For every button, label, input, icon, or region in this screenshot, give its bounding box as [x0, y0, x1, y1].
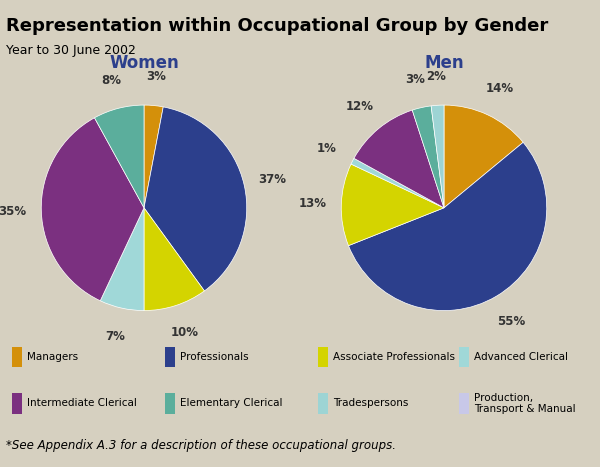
- Text: 10%: 10%: [170, 326, 199, 340]
- Text: 13%: 13%: [299, 197, 326, 210]
- FancyBboxPatch shape: [12, 347, 22, 367]
- FancyBboxPatch shape: [317, 347, 328, 367]
- Text: 55%: 55%: [497, 314, 525, 327]
- Wedge shape: [412, 106, 444, 208]
- Wedge shape: [41, 118, 144, 301]
- Text: 12%: 12%: [346, 100, 374, 113]
- Wedge shape: [144, 107, 247, 291]
- Text: Associate Professionals: Associate Professionals: [333, 352, 455, 362]
- Wedge shape: [354, 110, 444, 208]
- FancyBboxPatch shape: [165, 393, 175, 414]
- Text: Production,
Transport & Manual: Production, Transport & Manual: [474, 393, 575, 414]
- Text: 2%: 2%: [426, 70, 446, 83]
- FancyBboxPatch shape: [12, 393, 22, 414]
- Wedge shape: [444, 105, 523, 208]
- Text: *See Appendix A.3 for a description of these occupational groups.: *See Appendix A.3 for a description of t…: [6, 439, 396, 453]
- Text: Elementary Clerical: Elementary Clerical: [180, 398, 283, 409]
- Text: Tradespersons: Tradespersons: [333, 398, 409, 409]
- FancyBboxPatch shape: [317, 393, 328, 414]
- Text: Intermediate Clerical: Intermediate Clerical: [27, 398, 137, 409]
- Text: 3%: 3%: [146, 71, 166, 84]
- Text: Professionals: Professionals: [180, 352, 248, 362]
- Wedge shape: [431, 105, 444, 208]
- Wedge shape: [351, 158, 444, 208]
- FancyBboxPatch shape: [165, 347, 175, 367]
- Text: Representation within Occupational Group by Gender: Representation within Occupational Group…: [6, 17, 548, 35]
- FancyBboxPatch shape: [459, 393, 469, 414]
- Wedge shape: [341, 164, 444, 246]
- FancyBboxPatch shape: [459, 347, 469, 367]
- Wedge shape: [100, 208, 144, 311]
- Text: Managers: Managers: [27, 352, 78, 362]
- Text: Year to 30 June 2002: Year to 30 June 2002: [6, 44, 136, 57]
- Title: Men: Men: [424, 54, 464, 72]
- Text: 8%: 8%: [101, 74, 121, 87]
- Text: 7%: 7%: [106, 330, 125, 343]
- Text: 1%: 1%: [317, 142, 337, 155]
- Wedge shape: [144, 105, 163, 208]
- Text: 14%: 14%: [486, 82, 514, 95]
- Wedge shape: [349, 142, 547, 311]
- Text: 3%: 3%: [406, 73, 425, 86]
- Title: Women: Women: [109, 54, 179, 72]
- Text: 37%: 37%: [259, 173, 286, 185]
- Wedge shape: [95, 105, 144, 208]
- Wedge shape: [144, 208, 205, 311]
- Text: Advanced Clerical: Advanced Clerical: [474, 352, 568, 362]
- Text: 35%: 35%: [0, 205, 26, 219]
